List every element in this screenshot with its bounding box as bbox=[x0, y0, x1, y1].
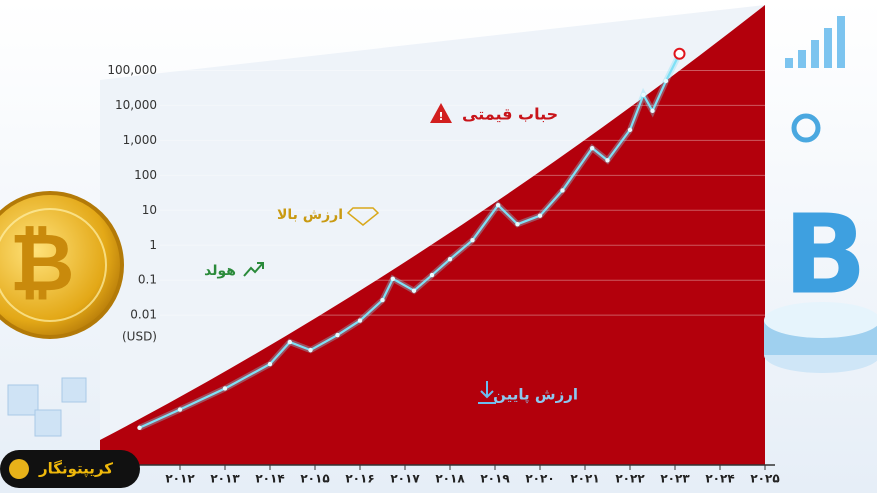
bitcoin-right: B bbox=[764, 190, 877, 373]
rainbow-bands bbox=[100, 5, 765, 465]
x-tick-label: ۲۰۲۱ bbox=[570, 472, 599, 486]
coin-left: ₿ bbox=[0, 191, 124, 339]
x-tick-label: ۲۰۱۲ bbox=[165, 472, 195, 486]
annotation-text: حباب قیمتی bbox=[462, 105, 558, 124]
y-tick-label: 100,000 bbox=[107, 63, 157, 77]
x-tick-label: ۲۰۲۲ bbox=[615, 472, 645, 486]
mini-bars bbox=[785, 16, 845, 68]
y-tick-label: 1 bbox=[149, 238, 157, 252]
grid bbox=[160, 69, 765, 316]
price-point bbox=[495, 202, 501, 208]
price-point bbox=[560, 188, 565, 193]
ring-icon bbox=[791, 113, 821, 143]
annotation-text: هولد bbox=[204, 263, 236, 279]
y-axis-label: (USD) bbox=[122, 330, 157, 344]
x-tick-label: ۲۰۱۹ bbox=[480, 472, 510, 486]
annotation-hold: هولد bbox=[204, 262, 264, 279]
price-point bbox=[335, 332, 340, 338]
x-tick-label: ۲۰۱۸ bbox=[435, 472, 465, 486]
annotation-bubble: ! حباب قیمتی bbox=[430, 103, 558, 124]
y-tick-label: 10,000 bbox=[115, 98, 157, 112]
band bbox=[100, 5, 765, 465]
annotation-low: ارزش پایین bbox=[478, 381, 578, 405]
x-tick-label: ۲۰۱۶ bbox=[345, 472, 374, 486]
price-point bbox=[222, 386, 228, 391]
x-tick-label: ۲۰۲۰ bbox=[525, 472, 554, 486]
price-point bbox=[429, 272, 435, 278]
x-tick-label: ۲۰۱۳ bbox=[210, 472, 240, 486]
x-tick-label: ۲۰۲۵ bbox=[750, 472, 779, 486]
annotation-text: ارزش پایین bbox=[493, 386, 578, 405]
price-point bbox=[447, 256, 453, 262]
logo: کریپتونگار bbox=[0, 450, 140, 488]
price-point bbox=[641, 92, 646, 98]
y-tick-label: 1,000 bbox=[123, 133, 157, 147]
price-point bbox=[470, 237, 475, 243]
svg-text:₿: ₿ bbox=[9, 216, 74, 309]
price-point bbox=[663, 78, 669, 84]
price-point bbox=[537, 213, 543, 218]
x-tick-label: ۲۰۱۷ bbox=[390, 472, 420, 486]
y-tick-label: 0.01 bbox=[130, 308, 157, 322]
price-line-group bbox=[137, 47, 686, 431]
y-tick-label: 0.1 bbox=[138, 273, 157, 287]
price-point bbox=[357, 318, 363, 323]
annotation-high: ارزش بالا bbox=[277, 207, 380, 226]
svg-text:B: B bbox=[783, 190, 867, 318]
price-point bbox=[380, 297, 385, 303]
price-point bbox=[411, 288, 417, 293]
price-point bbox=[267, 361, 273, 367]
y-tick-label: 10 bbox=[142, 203, 157, 217]
price-point bbox=[650, 108, 655, 114]
price-point bbox=[287, 339, 292, 345]
x-tick-label: ۲۰۲۴ bbox=[705, 472, 734, 486]
price-point bbox=[673, 47, 686, 60]
logo-text: کریپتونگار bbox=[38, 460, 113, 479]
price-point bbox=[177, 407, 183, 412]
price-point bbox=[605, 158, 610, 163]
price-point bbox=[308, 347, 313, 353]
cubes bbox=[7, 377, 87, 437]
price-point bbox=[137, 425, 142, 430]
x-tick-label: ۲۰۲۳ bbox=[660, 472, 690, 486]
x-tick-label: ۲۰۱۵ bbox=[300, 472, 329, 486]
x-tick-label: ۲۰۱۴ bbox=[255, 472, 284, 486]
price-point bbox=[627, 127, 633, 133]
svg-text:!: ! bbox=[438, 110, 443, 123]
price-point bbox=[390, 276, 396, 281]
price-point bbox=[590, 145, 595, 151]
y-tick-label: 100 bbox=[134, 168, 157, 182]
price-point bbox=[515, 222, 520, 227]
annotation-text: ارزش بالا bbox=[277, 207, 343, 223]
